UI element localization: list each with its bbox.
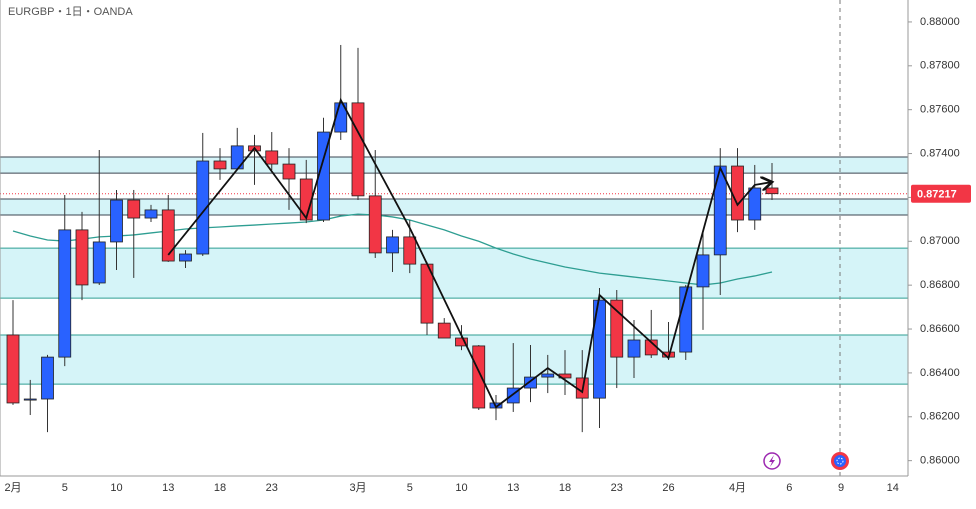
chart-title: EURGBP・1日・OANDA <box>8 6 133 18</box>
candle-body <box>317 131 330 221</box>
x-tick-label: 26 <box>662 482 674 494</box>
last-price-label: 0.87217 <box>917 189 957 201</box>
candle-body <box>58 229 72 358</box>
zigzag <box>167 97 772 409</box>
x-tick-label: 18 <box>214 482 226 494</box>
x-tick-label: 4月 <box>729 482 746 494</box>
zone <box>0 334 908 385</box>
candle-body <box>196 160 210 255</box>
candle-body <box>6 334 20 404</box>
candle-body <box>437 322 451 339</box>
y-tick-label: 0.86200 <box>920 411 960 423</box>
x-tick-label: 3月 <box>349 482 366 494</box>
candle-body <box>179 253 192 262</box>
candle-body <box>144 209 158 219</box>
candle-body <box>265 150 279 165</box>
x-tick-label: 5 <box>62 482 68 494</box>
y-tick-label: 0.87600 <box>920 104 960 116</box>
y-tick-label: 0.86000 <box>920 455 960 467</box>
candle-body <box>368 195 382 254</box>
x-tick-label: 5 <box>407 482 413 494</box>
y-tick-label: 0.86600 <box>920 323 960 335</box>
candle-body <box>524 376 537 389</box>
y-tick-label: 0.88000 <box>920 16 960 28</box>
x-tick-label: 23 <box>266 482 278 494</box>
candle-body <box>472 345 486 409</box>
x-tick-label: 9 <box>838 482 844 494</box>
y-tick-label: 0.87400 <box>920 147 960 159</box>
zone <box>0 157 908 174</box>
candle-body <box>455 337 468 347</box>
candle-body <box>127 199 141 219</box>
candle-body <box>748 187 762 221</box>
candle-body <box>403 236 417 265</box>
x-tick-label: 10 <box>110 482 122 494</box>
last-price-box <box>911 184 971 203</box>
candle-body <box>110 199 123 243</box>
moving-average <box>12 213 773 286</box>
candle-body <box>75 229 89 286</box>
candle-body <box>386 236 399 254</box>
y-tick-label: 0.86400 <box>920 367 960 379</box>
candle-body <box>351 102 365 197</box>
candle-body <box>92 241 106 284</box>
candle-body <box>41 356 54 400</box>
x-tick-label: 23 <box>611 482 623 494</box>
x-tick-label: 13 <box>162 482 174 494</box>
candle-body <box>541 373 555 378</box>
candle-body <box>765 187 779 195</box>
x-tick-label: 2月 <box>4 482 21 494</box>
x-tick-label: 10 <box>455 482 467 494</box>
x-tick-label: 14 <box>887 482 899 494</box>
candle-body <box>23 398 37 401</box>
candle-body <box>731 165 744 221</box>
candle-body <box>627 339 641 358</box>
candle-body <box>282 163 296 180</box>
zone <box>0 248 908 299</box>
y-tick-label: 0.86800 <box>920 279 960 291</box>
candle-body <box>161 209 175 262</box>
x-tick-label: 18 <box>559 482 571 494</box>
y-tick-label: 0.87000 <box>920 235 960 247</box>
candle-body <box>213 160 227 170</box>
candle-body <box>713 165 727 256</box>
lightning-icon[interactable] <box>763 452 781 470</box>
x-tick-label: 13 <box>507 482 519 494</box>
zone <box>0 198 908 215</box>
y-tick-label: 0.87800 <box>920 60 960 72</box>
candle-body <box>696 254 710 288</box>
x-tick-label: 6 <box>786 482 792 494</box>
candle-body <box>610 299 624 358</box>
event-icon[interactable] <box>831 452 849 470</box>
